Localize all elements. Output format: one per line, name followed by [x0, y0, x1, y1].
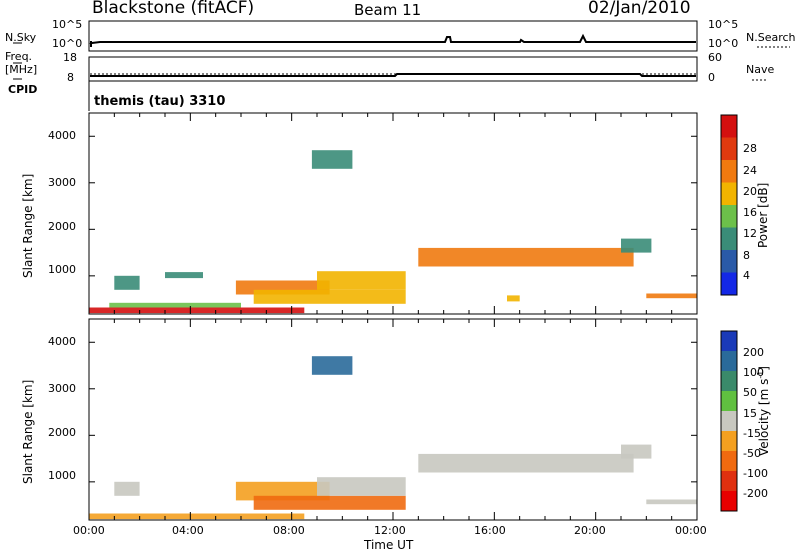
vel-cbar-tick-200: 200 — [743, 346, 764, 359]
vel-cbar-seg-2 — [721, 371, 737, 391]
power-region-9 — [507, 295, 520, 302]
vel-cbar-tick-m15: -15 — [743, 427, 761, 440]
nsearch-label: N.Search — [746, 31, 796, 44]
vel-cbar-seg-8 — [721, 491, 737, 511]
nsearch-tick-low: 10^0 — [708, 37, 739, 50]
xtick-0: 00:00 — [73, 524, 105, 537]
freq-unit: [MHz] — [5, 63, 38, 76]
vel-cbar-tick-50: 50 — [743, 386, 757, 399]
power-region-2 — [114, 275, 140, 290]
vel-cbar-seg-1 — [721, 351, 737, 371]
nave-tick-high: 60 — [708, 51, 722, 64]
radar-title: Blackstone (fitACF) — [92, 0, 255, 18]
power-region-7 — [311, 150, 353, 169]
power-cbar-frame — [720, 114, 738, 296]
vel-cbar-tick-15: 15 — [743, 407, 757, 420]
nsky-label: N.Sky — [5, 31, 37, 44]
cpid-text: themis (tau) 3310 — [94, 94, 226, 109]
freq-tick-low: 8 — [67, 71, 74, 84]
power-cbar-tick-20: 20 — [743, 185, 757, 198]
vel-cbar-tick-100: 100 — [743, 366, 764, 379]
vel-cbar-tick-m200: -200 — [743, 487, 768, 500]
power-cbar-tick-12: 12 — [743, 227, 757, 240]
velocity-region-3 — [253, 495, 406, 510]
vel-cbar-seg-3 — [721, 391, 737, 411]
power-cbar-seg-3 — [721, 205, 737, 228]
velocity-region-7 — [621, 444, 652, 459]
velocity-region-5 — [311, 356, 353, 375]
power-cbar-seg-4 — [721, 182, 737, 205]
xtick-2: 08:00 — [273, 524, 305, 537]
power-region-3 — [165, 272, 203, 279]
velocity-region-2 — [235, 481, 330, 501]
vel-cbar-seg-7 — [721, 471, 737, 491]
nsky-tick-low: 10^0 — [52, 37, 83, 50]
date-label: 02/Jan/2010 — [588, 0, 691, 18]
velocity-region-4 — [317, 477, 406, 496]
power-region-6 — [317, 271, 406, 290]
vel-cbar-tick-m100: -100 — [743, 467, 768, 480]
power-region-11 — [646, 293, 697, 299]
power-cbar-tick-24: 24 — [743, 164, 757, 177]
velocity-ytick-2000: 2000 — [48, 426, 76, 439]
vel-cbar-seg-0 — [721, 331, 737, 351]
xtick-5: 20:00 — [574, 524, 606, 537]
power-cbar-tick-4: 4 — [743, 269, 750, 282]
velocity-region-8 — [646, 499, 697, 505]
xtick-4: 16:00 — [474, 524, 506, 537]
beam-label: Beam 11 — [354, 1, 422, 19]
power-cbar-tick-8: 8 — [743, 249, 750, 262]
vel-cbar-seg-5 — [721, 431, 737, 451]
power-region-5 — [253, 289, 406, 304]
power-region-10 — [621, 238, 652, 253]
power-cbar-seg-1 — [721, 250, 737, 273]
nsky-tick-high: 10^5 — [52, 18, 83, 31]
power-ylabel: Slant Range [km] — [21, 173, 35, 278]
velocity-region-6 — [418, 453, 634, 473]
velocity-region-1 — [114, 481, 140, 496]
power-cbar-seg-6 — [721, 137, 737, 160]
xtick-3: 12:00 — [374, 524, 406, 537]
nave-label: Nave — [746, 63, 775, 76]
velocity-ylabel: Slant Range [km] — [21, 379, 35, 484]
nave-tick-low: 0 — [708, 71, 715, 84]
cpid-label: CPID — [8, 83, 38, 96]
power-ytick-4000: 4000 — [48, 129, 76, 142]
velocity-ytick-1000: 1000 — [48, 469, 76, 482]
velocity-region-0 — [89, 513, 305, 520]
xtick-1: 04:00 — [172, 524, 204, 537]
freq-label: Freq. — [5, 50, 33, 63]
vel-cbar-label: Velocity [m s-1] — [756, 366, 771, 456]
power-cbar-label: Power [dB] — [756, 182, 770, 248]
xlabel: Time UT — [364, 538, 414, 552]
power-region-8 — [418, 247, 634, 267]
power-ytick-3000: 3000 — [48, 176, 76, 189]
freq-trace — [90, 73, 696, 77]
power-ytick-1000: 1000 — [48, 263, 76, 276]
nsky-trace — [89, 33, 696, 45]
power-region-0 — [89, 307, 305, 314]
vel-cbar-tick-m50: -50 — [743, 447, 761, 460]
xtick-6: 00:00 — [675, 524, 707, 537]
power-cbar-tick-28: 28 — [743, 142, 757, 155]
vel-cbar-frame — [720, 330, 738, 512]
power-cbar-seg-2 — [721, 227, 737, 250]
nsearch-tick-high: 10^5 — [708, 18, 739, 31]
power-cbar-tick-16: 16 — [743, 206, 757, 219]
vel-cbar-seg-4 — [721, 411, 737, 431]
power-cbar-seg-0 — [721, 272, 737, 295]
velocity-ytick-4000: 4000 — [48, 335, 76, 348]
freq-tick-high: 18 — [63, 51, 77, 64]
velocity-ytick-3000: 3000 — [48, 382, 76, 395]
power-region-1 — [109, 302, 241, 308]
power-cbar-seg-7 — [721, 115, 737, 138]
vel-cbar-seg-6 — [721, 451, 737, 471]
power-ytick-2000: 2000 — [48, 220, 76, 233]
power-cbar-seg-5 — [721, 160, 737, 183]
